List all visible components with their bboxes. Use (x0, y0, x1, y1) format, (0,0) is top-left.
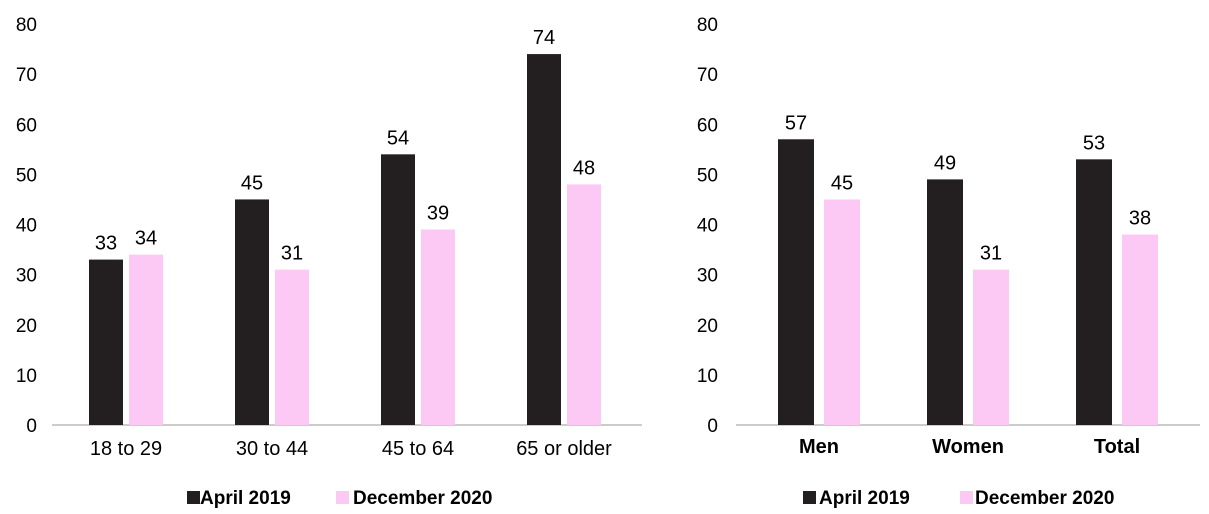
x-tick-label: 30 to 44 (236, 438, 308, 460)
bar-april-2019 (235, 199, 269, 425)
y-tick-label: 0 (707, 416, 718, 437)
bar-december-2020 (275, 269, 309, 425)
x-tick-label: 65 or older (516, 438, 612, 460)
data-label: 53 (1083, 132, 1105, 154)
y-tick-label: 50 (16, 165, 37, 186)
bar-april-2019 (927, 179, 963, 425)
bar-april-2019 (381, 154, 415, 425)
x-tick-label: 45 to 64 (382, 438, 454, 460)
data-label: 49 (934, 152, 956, 174)
bar-december-2020 (129, 254, 163, 425)
data-label: 57 (785, 112, 807, 134)
x-tick-label: 18 to 29 (90, 438, 162, 460)
x-tick-label: Total (1094, 436, 1140, 458)
x-tick-label: Men (799, 436, 839, 458)
data-label: 34 (135, 228, 157, 250)
bar-december-2020 (1122, 234, 1158, 425)
chart-age-groups: 0 10 20 30 40 50 60 70 80 33 34 18 to 29 45 31 30 to 4… (16, 15, 642, 509)
data-label: 31 (980, 243, 1002, 265)
data-label: 54 (387, 127, 409, 149)
y-tick-label: 40 (16, 216, 37, 237)
legend-label: April 2019 (819, 488, 910, 509)
data-label: 38 (1129, 208, 1151, 230)
y-tick-label: 50 (697, 165, 718, 186)
y-tick-label: 20 (697, 316, 718, 337)
y-tick-label: 70 (697, 65, 718, 86)
y-tick-label: 70 (16, 65, 37, 86)
y-tick-label: 80 (697, 15, 718, 36)
y-tick-label: 60 (16, 115, 37, 136)
data-label: 48 (573, 157, 595, 179)
bar-april-2019 (778, 139, 814, 425)
legend-swatch (336, 491, 349, 504)
bar-december-2020 (973, 269, 1009, 425)
y-tick-label: 10 (16, 366, 37, 387)
data-label: 45 (241, 172, 263, 194)
y-tick-label: 0 (26, 416, 37, 437)
data-label: 74 (533, 27, 555, 49)
data-label: 39 (427, 203, 449, 225)
bar-december-2020 (567, 184, 601, 425)
y-tick-label: 60 (697, 115, 718, 136)
legend-label: December 2020 (975, 488, 1114, 509)
legend-label: April 2019 (200, 488, 291, 509)
y-tick-label: 10 (697, 366, 718, 387)
data-label: 45 (831, 172, 853, 194)
data-label: 31 (281, 243, 303, 265)
y-tick-label: 40 (697, 216, 718, 237)
bar-april-2019 (1076, 159, 1112, 425)
legend: April 2019 December 2020 (187, 488, 492, 509)
bar-december-2020 (421, 229, 455, 425)
legend: April 2019 December 2020 (803, 488, 1114, 509)
y-tick-label: 20 (16, 316, 37, 337)
bar-april-2019 (527, 54, 561, 425)
bar-december-2020 (824, 199, 860, 425)
bar-april-2019 (89, 259, 123, 425)
legend-label: December 2020 (353, 488, 492, 509)
y-tick-label: 30 (697, 266, 718, 287)
y-tick-label: 80 (16, 15, 37, 36)
chart-gender: 0 10 20 30 40 50 60 70 80 57 45 Men 49 31 Women 53 38 Tot… (697, 15, 1200, 509)
x-tick-label: Women (932, 436, 1004, 458)
legend-swatch (187, 491, 200, 504)
legend-swatch (803, 491, 816, 504)
data-label: 33 (95, 233, 117, 255)
y-tick-label: 30 (16, 266, 37, 287)
legend-swatch (960, 491, 973, 504)
